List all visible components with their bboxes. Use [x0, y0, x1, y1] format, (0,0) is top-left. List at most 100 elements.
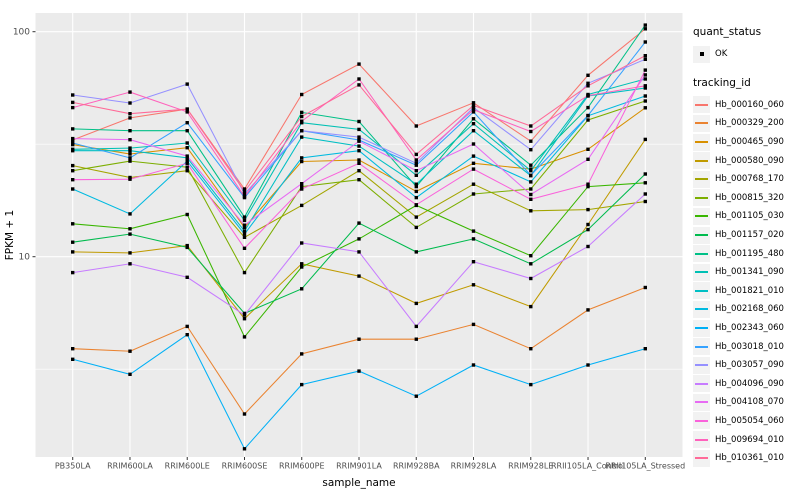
legend-title-tracking-id: tracking_id	[693, 76, 751, 89]
data-point	[300, 114, 304, 119]
data-point	[643, 27, 647, 31]
data-point	[471, 161, 476, 165]
legend-item-label: Hb_003018_010	[715, 341, 784, 352]
data-point	[414, 189, 418, 194]
legend-key-line	[693, 96, 710, 114]
data-point	[643, 94, 647, 98]
legend-item-tracking: Hb_000815_320	[693, 189, 800, 208]
legend-item-tracking: Hb_000160_060	[693, 96, 800, 115]
data-point	[185, 110, 189, 114]
legend-item-tracking: Hb_001821_010	[693, 282, 800, 301]
data-point	[414, 169, 418, 173]
data-point	[185, 324, 189, 329]
data-point	[529, 304, 533, 309]
data-point	[471, 105, 476, 110]
data-point	[185, 245, 189, 250]
data-point	[242, 313, 247, 317]
legend-section-tracking-id: tracking_id Hb_000160_060 Hb_000329_200 Hb…	[693, 77, 800, 468]
data-point	[357, 161, 361, 165]
data-point	[414, 301, 418, 306]
data-point	[185, 169, 189, 173]
data-point	[185, 165, 189, 169]
series-color-line-icon	[695, 457, 708, 460]
legend-item-label: Hb_000815_320	[715, 192, 784, 203]
data-point	[586, 157, 590, 161]
data-point	[586, 105, 590, 110]
data-point	[529, 347, 533, 351]
legend-key-line	[693, 282, 710, 300]
legend-item-tracking: Hb_001341_090	[693, 263, 800, 282]
x-tick-label: RRIM600LA	[107, 462, 153, 471]
data-point	[471, 322, 476, 327]
data-point	[471, 108, 476, 112]
data-point	[300, 382, 304, 387]
data-point	[242, 246, 247, 250]
data-point	[185, 107, 189, 111]
data-point	[471, 117, 476, 121]
series-color-line-icon	[695, 308, 708, 311]
data-point	[357, 158, 361, 162]
data-point	[71, 136, 75, 141]
data-point	[471, 283, 476, 287]
data-point	[586, 308, 590, 312]
data-point	[242, 189, 247, 194]
series-color-line-icon	[695, 271, 708, 274]
data-point	[471, 363, 476, 367]
data-point	[185, 141, 189, 145]
data-point	[242, 225, 247, 230]
data-point	[643, 172, 647, 176]
data-point	[643, 40, 647, 44]
data-point	[357, 77, 361, 81]
data-point	[242, 218, 247, 223]
data-point	[242, 235, 247, 239]
data-point	[529, 163, 533, 167]
data-point	[128, 152, 132, 156]
legend-key-line	[693, 245, 710, 263]
data-point	[71, 149, 75, 153]
data-point	[643, 23, 647, 27]
data-point	[414, 250, 418, 254]
legend-key-line	[693, 356, 710, 374]
legend-item-tracking: Hb_001195_480	[693, 244, 800, 263]
legend-item-tracking: Hb_001157_020	[693, 226, 800, 245]
legend-item-tracking: Hb_010361_010	[693, 449, 800, 468]
legend-key-quant	[693, 45, 710, 63]
data-point	[128, 227, 132, 231]
data-point	[300, 352, 304, 356]
data-point	[71, 163, 75, 168]
data-point	[471, 192, 476, 196]
data-point	[586, 118, 590, 122]
legend-key-line	[693, 114, 710, 132]
legend-item-tracking: Hb_002168_060	[693, 300, 800, 319]
data-point	[185, 129, 189, 133]
data-point	[529, 262, 533, 266]
data-point	[357, 144, 361, 148]
legend-item-tracking: Hb_003018_010	[693, 337, 800, 356]
y-tick-label: 100	[13, 28, 30, 38]
legend-item-tracking: Hb_000329_200	[693, 114, 800, 133]
data-point	[357, 127, 361, 132]
data-point	[128, 138, 132, 142]
data-point	[128, 112, 132, 116]
legend-item-ok: OK	[693, 45, 800, 64]
data-point	[357, 178, 361, 182]
legend-item-label: Hb_001157_020	[715, 230, 784, 241]
legend-title-quant-status: quant_status	[693, 26, 762, 38]
data-point	[71, 222, 75, 226]
data-point	[128, 349, 132, 353]
data-point	[529, 382, 533, 387]
data-point	[471, 103, 476, 108]
data-point	[586, 182, 590, 186]
data-point	[185, 161, 189, 165]
data-point	[529, 180, 533, 184]
data-point	[71, 169, 75, 173]
series-color-line-icon	[695, 178, 708, 181]
data-point	[357, 337, 361, 341]
data-point	[300, 119, 304, 123]
legend-item-label: Hb_000768_170	[715, 174, 784, 185]
legend-item-label: Hb_004108_070	[715, 397, 784, 408]
legend-item-label: Hb_002343_060	[715, 323, 784, 334]
data-point	[471, 122, 476, 126]
data-point	[643, 68, 647, 72]
